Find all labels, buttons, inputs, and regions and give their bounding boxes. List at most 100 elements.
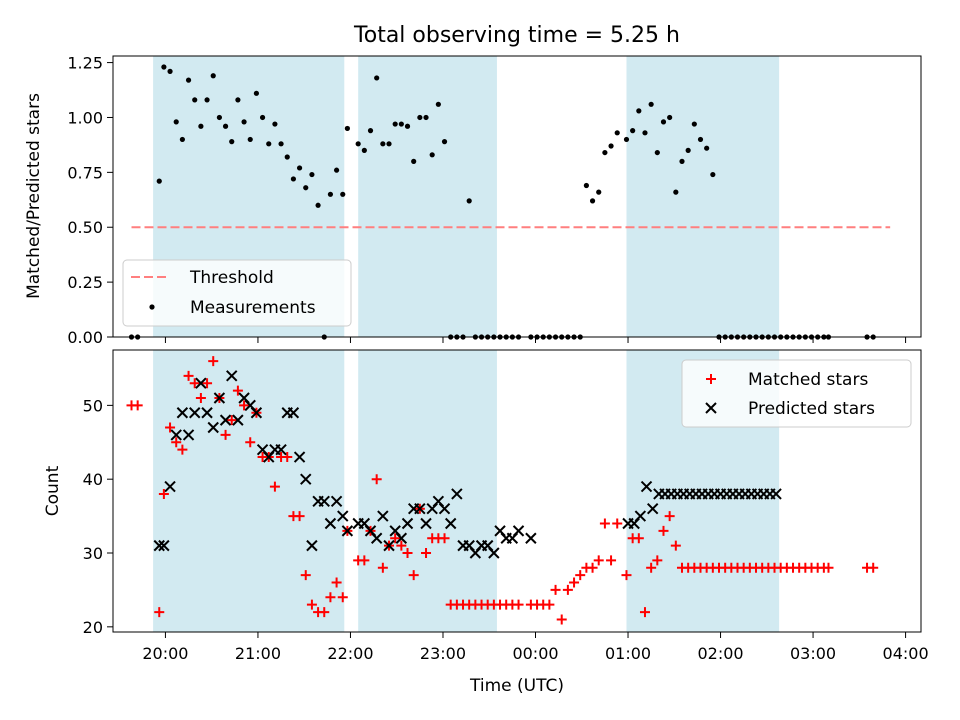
y-tick-label: 0.50	[67, 218, 103, 237]
predicted-star-point	[377, 510, 389, 522]
measurement-point	[429, 152, 435, 158]
measurement-point	[679, 158, 685, 164]
measurement-point	[673, 189, 679, 195]
legend-measurement-swatch	[149, 304, 155, 310]
measurement-point	[589, 198, 596, 204]
matched-star-point	[633, 533, 644, 544]
predicted-star-point	[438, 503, 451, 515]
measurement-point	[685, 147, 691, 153]
measurement-point	[608, 143, 614, 149]
matched-star-point	[402, 548, 413, 559]
ratio-legend: Threshold Measurements	[122, 259, 352, 327]
count-axes-frame	[112, 349, 922, 633]
ratio-y-ticks: 0.00 0.25 0.50 0.75 1.00 1.25	[67, 54, 113, 347]
predicted-star-point	[226, 370, 238, 382]
predicted-star-point	[300, 473, 312, 485]
observing-window-band	[153, 350, 345, 632]
x-tick-label: 03:00	[790, 644, 836, 663]
y-tick-label: 1.00	[67, 108, 103, 127]
matched-star-point	[202, 378, 213, 389]
matched-star-point	[569, 577, 580, 588]
predicted-star-point	[219, 414, 232, 426]
measurement-point	[367, 128, 374, 134]
measurement-point	[340, 191, 346, 197]
predicted-star-point	[337, 510, 349, 522]
measurement-point	[185, 77, 192, 83]
measurement-point	[654, 149, 660, 156]
measurement-point	[398, 121, 404, 127]
measurement-point	[315, 202, 321, 208]
matched-star-point	[550, 584, 561, 595]
predicted-star-point	[287, 407, 300, 419]
count-x-ticks: 20:00 21:00 22:00 23:00 00:00 01:00 02:00 03:00…	[142, 632, 929, 663]
matched-star-point	[562, 584, 573, 595]
matched-star-point	[158, 488, 169, 499]
matched-star-point	[183, 370, 194, 381]
matched-star-point	[868, 562, 879, 573]
predicted-star-point	[525, 532, 537, 544]
matched-star-point	[396, 540, 407, 551]
matched-star-point	[208, 356, 219, 367]
measurement-point	[303, 185, 309, 191]
matched-star-point	[621, 570, 632, 581]
measurement-point	[161, 64, 167, 70]
matched-star-point	[269, 481, 280, 492]
predicted-star-point	[207, 421, 219, 434]
matched-star-point	[823, 562, 834, 573]
y-tick-label: 40	[83, 470, 103, 489]
legend-matched-label: Matched stars	[748, 370, 868, 390]
measurement-point	[466, 198, 472, 204]
predicted-star-point	[383, 539, 395, 552]
y-tick-label: 0.75	[67, 163, 103, 182]
matched-star-point	[599, 518, 610, 529]
predicted-star-point	[634, 510, 647, 522]
measurement-point	[179, 136, 185, 143]
matched-star-point	[189, 378, 200, 389]
x-tick-label: 21:00	[235, 644, 281, 663]
predicted-star-point	[164, 480, 176, 493]
matched-star-point	[612, 518, 623, 529]
predicted-star-point	[640, 480, 653, 493]
measurement-point	[198, 123, 204, 129]
predicted-star-point	[170, 429, 182, 441]
measurement-point	[192, 97, 198, 103]
x-tick-label: 22:00	[327, 644, 373, 663]
measurement-point	[704, 145, 710, 151]
count-panel: 20 30 40 50 20:00 21:00 22:00 23:00 00:00 01:00 0…	[43, 349, 929, 663]
predicted-star-point	[213, 392, 226, 404]
predicted-star-point	[341, 525, 354, 537]
measurement-point	[583, 182, 589, 189]
x-tick-label: 01:00	[605, 644, 651, 663]
measurement-point	[411, 158, 417, 164]
predicted-star-point	[293, 451, 306, 463]
matched-star-point	[593, 555, 604, 566]
measurement-point	[435, 101, 441, 107]
measurement-point	[284, 154, 290, 160]
matched-star-point	[371, 474, 382, 485]
legend-threshold-label: Threshold	[189, 268, 274, 288]
measurement-point	[253, 90, 260, 96]
y-tick-label: 1.25	[67, 54, 103, 73]
matched-star-point	[377, 562, 388, 573]
measurement-point	[423, 114, 429, 121]
predicted-star-point	[250, 407, 263, 419]
x-tick-label: 00:00	[512, 644, 558, 663]
predicted-star-point	[306, 539, 318, 552]
measurement-point	[247, 136, 253, 143]
matched-star-point	[132, 400, 143, 411]
legend-predicted-swatch	[705, 402, 717, 414]
legend-box	[122, 259, 352, 327]
predicted-star-point	[318, 495, 330, 508]
measurement-point	[441, 139, 448, 145]
matched-star-point	[282, 452, 293, 463]
predicted-star-point	[189, 407, 201, 419]
x-tick-label: 04:00	[883, 644, 929, 663]
matched-star-point	[658, 525, 669, 536]
matched-star-point	[300, 570, 311, 581]
predicted-star-point	[444, 517, 457, 530]
matched-star-point	[575, 570, 586, 581]
predicted-star-point	[370, 532, 383, 544]
matched-star-point	[325, 592, 336, 603]
predicted-star-point	[401, 517, 414, 530]
count-legend: Matched stars Predicted stars	[681, 359, 912, 428]
